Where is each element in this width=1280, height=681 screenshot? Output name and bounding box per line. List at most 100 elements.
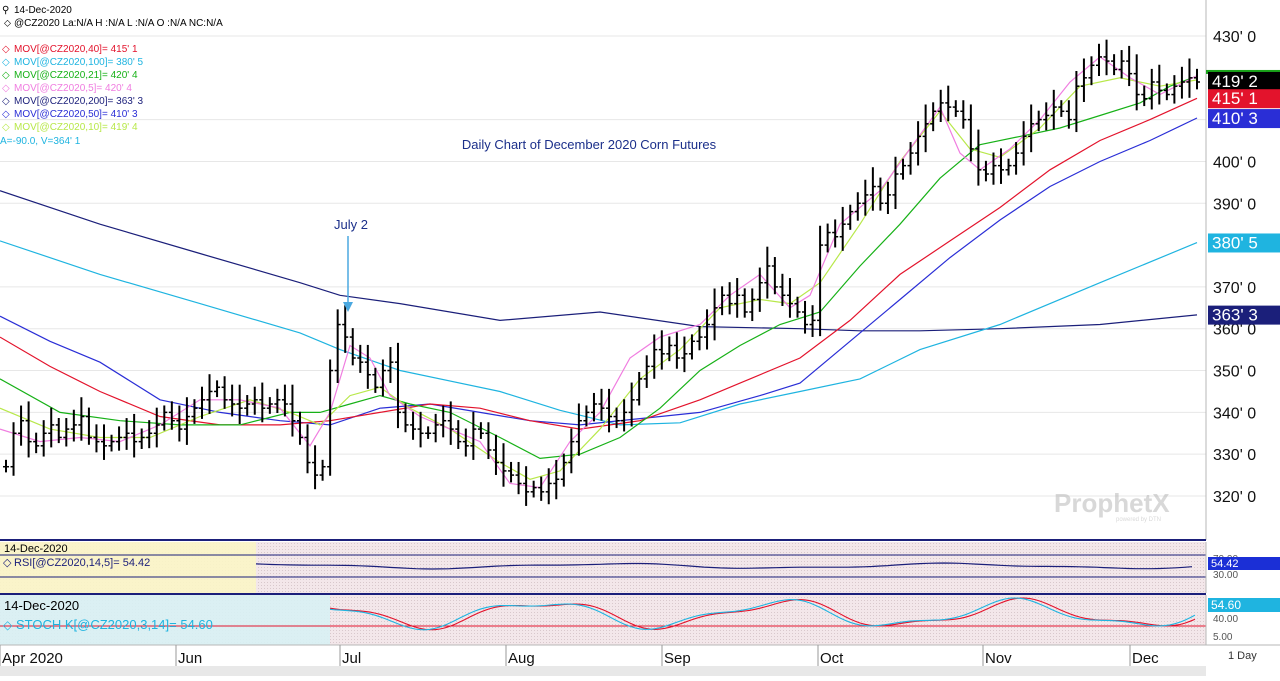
- month-label: Jul: [342, 650, 361, 667]
- ohlc-bar: [967, 104, 974, 162]
- ohlc-bar: [636, 372, 643, 406]
- rsi-panel[interactable]: 14-Dec-2020 ◇ RSI[@CZ2020,14,5]= 54.42 7…: [0, 542, 1280, 593]
- study-legend-item[interactable]: MOV[@CZ2020,200]= 363' 3: [14, 96, 144, 107]
- ohlc-bar: [719, 286, 726, 316]
- study-legend-item[interactable]: MOV[@CZ2020,50]= 410' 3: [14, 109, 138, 120]
- down-arrow-icon: [343, 302, 353, 312]
- ohlc-bar: [734, 278, 741, 318]
- ohlc-bar: [824, 223, 831, 253]
- stoch-k-line: [329, 597, 1196, 631]
- price-tag: 410' 3: [1208, 109, 1280, 129]
- quote-line: @CZ2020 La:N/A H :N/A L :N/A O :N/A NC:N…: [14, 18, 223, 29]
- ohlc-bar: [817, 225, 824, 337]
- ohlc-bar: [1065, 100, 1072, 129]
- ohlc-bar: [907, 142, 914, 175]
- ohlc-bar: [779, 273, 786, 306]
- july-2-annotation: July 2: [334, 217, 368, 312]
- stoch-value: 54.60: [1211, 598, 1241, 612]
- ohlc-bar: [425, 426, 432, 439]
- ohlc-bar: [922, 104, 929, 153]
- diamond-icon: ◇: [2, 83, 10, 94]
- study-legend-item[interactable]: MOV[@CZ2020,100]= 380' 5: [14, 57, 144, 68]
- horizontal-scrollbar[interactable]: [0, 666, 1206, 676]
- price-tick: 350' 0: [1213, 364, 1256, 381]
- ohlc-bar: [1080, 58, 1087, 102]
- ohlc-bar: [1028, 104, 1035, 153]
- study-legend-item[interactable]: MOV[@CZ2020,5]= 420' 4: [14, 83, 132, 94]
- stoch-tick-5: 5.00: [1213, 632, 1233, 643]
- ohlc-bar: [18, 405, 25, 446]
- ohlc-bar: [1096, 43, 1103, 76]
- month-label: Aug: [508, 650, 535, 667]
- price-tag: 419' 2: [1206, 69, 1280, 91]
- ohlc-bar: [696, 326, 703, 351]
- ohlc-bar: [1005, 158, 1012, 176]
- stoch-date: 14-Dec-2020: [4, 598, 79, 613]
- price-tag: 363' 3: [1208, 305, 1280, 325]
- ohlc-bar: [342, 305, 349, 353]
- ohlc-bar: [161, 405, 168, 431]
- rsi-date: 14-Dec-2020: [4, 543, 68, 555]
- ohlc-bar: [1194, 68, 1200, 90]
- ohlc-bar: [289, 384, 296, 437]
- ohlc-bar: [198, 386, 205, 419]
- ohlc-bar: [560, 453, 567, 487]
- ohlc-bar: [312, 445, 319, 490]
- svg-text:410' 3: 410' 3: [1212, 109, 1258, 128]
- watermark-text: ProphetX: [1054, 488, 1170, 518]
- ohlc-bar: [1186, 58, 1193, 98]
- price-tick: 330' 0: [1213, 447, 1256, 464]
- ohlc-bar: [319, 459, 326, 481]
- ohlc-bar: [259, 382, 266, 423]
- ohlc-bar: [869, 167, 876, 211]
- diamond-icon: ◇: [2, 122, 10, 133]
- av-line: A=-90.0, V=364' 1: [0, 136, 81, 147]
- study-legend-item[interactable]: MOV[@CZ2020,40]= 415' 1: [14, 44, 138, 55]
- stoch-tick-40: 40.00: [1213, 614, 1238, 625]
- ohlc-bar: [206, 374, 213, 414]
- prophetx-watermark: ProphetX powered by DTN: [1054, 488, 1170, 523]
- ohlc-bar: [1163, 83, 1170, 101]
- ohlc-bar: [138, 428, 145, 449]
- study-legend-item[interactable]: MOV[@CZ2020,10]= 419' 4: [14, 122, 138, 133]
- price-axis: 320' 0 330' 0 340' 0 350' 0 360' 0 370' 0 390'…: [1213, 29, 1256, 506]
- study-legend[interactable]: ◇ MOV[@CZ2020,40]= 415' 1 ◇ MOV[@CZ2020,100…: [2, 44, 144, 133]
- study-legend-item[interactable]: MOV[@CZ2020,21]= 420' 4: [14, 70, 138, 81]
- ohlc-bar: [146, 420, 153, 449]
- ohlc-bar: [236, 384, 243, 424]
- ohlc-bar: [327, 359, 334, 476]
- ohlc-bar: [545, 468, 552, 505]
- ohlc-bar: [1035, 110, 1042, 132]
- ohlc-bar: [417, 411, 424, 448]
- ohlc-bar: [538, 476, 545, 501]
- time-axis[interactable]: Apr 2020 Jun Jul Aug Sep Oct Nov Dec 1 Day: [0, 644, 1280, 676]
- ohlc-bar: [606, 388, 613, 433]
- ohlc-bar: [85, 407, 92, 445]
- ohlc-bar: [764, 246, 771, 299]
- ohlc-bar: [63, 418, 70, 447]
- ohlc-bar: [70, 409, 77, 442]
- ohlc-bar: [485, 422, 492, 460]
- ohlc-bar: [229, 384, 236, 417]
- ohlc-bar: [688, 334, 695, 360]
- ohlc-bar: [884, 181, 891, 214]
- period-label[interactable]: 1 Day: [1228, 650, 1257, 662]
- svg-text:powered by DTN: powered by DTN: [1116, 517, 1161, 523]
- quote-icon: ⬦: [4, 18, 11, 29]
- ohlc-bar: [379, 359, 386, 397]
- ohlc-bar: [756, 267, 763, 312]
- rsi-label: RSI[@CZ2020,14,5]= 54.42: [14, 557, 150, 569]
- ohlc-bar: [447, 401, 454, 445]
- rsi-value-tag: [1208, 557, 1280, 570]
- ohlc-bar: [3, 459, 9, 473]
- ohlc-bar: [877, 177, 884, 211]
- ohlc-bar: [553, 459, 560, 500]
- ohlc-bar: [1013, 142, 1020, 175]
- diamond-icon: ◇: [2, 57, 10, 68]
- price-tag: 415' 1: [1208, 89, 1280, 109]
- stoch-panel[interactable]: 14-Dec-2020 ◇ STOCH K[@CZ2020,3,14]= 54.…: [0, 595, 1280, 645]
- ohlc-bar: [25, 401, 32, 458]
- chart-title: Daily Chart of December 2020 Corn Future…: [462, 137, 717, 152]
- ohlc-bar: [266, 397, 273, 414]
